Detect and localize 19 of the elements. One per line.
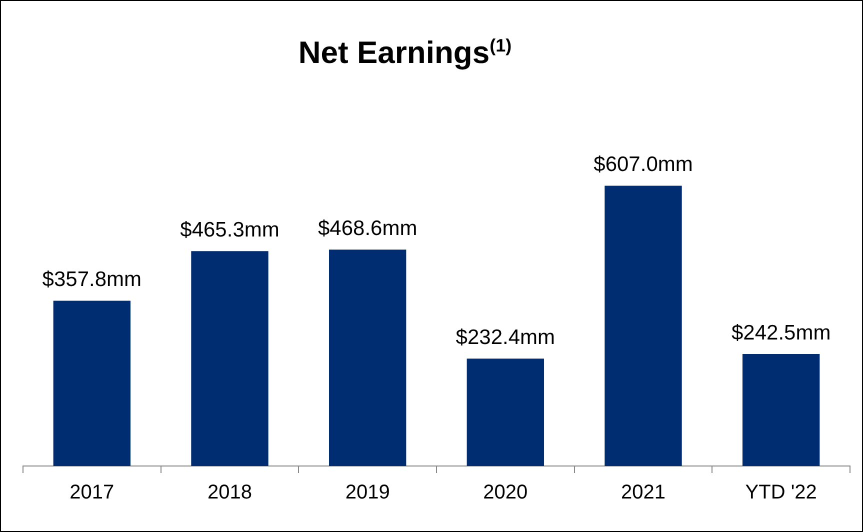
bar: [191, 251, 268, 466]
bar: [53, 300, 131, 466]
x-tick-label: 2019: [345, 482, 390, 504]
x-tick-label: YTD '22: [745, 482, 817, 504]
x-tick-label: 2017: [70, 482, 114, 504]
x-tick-label: 2020: [483, 482, 528, 504]
bar: [742, 354, 820, 466]
data-label: $607.0mm: [594, 152, 693, 176]
bar: [466, 358, 544, 466]
x-tick-label: 2021: [621, 482, 666, 504]
data-label: $465.3mm: [180, 218, 280, 242]
chart-title: Net Earnings$^{(1)}$: [297, 35, 513, 71]
data-label: $357.8mm: [42, 268, 142, 292]
data-label: $242.5mm: [731, 321, 831, 344]
x-tick-label: 2018: [208, 482, 252, 504]
bar: [328, 250, 406, 466]
bar: [604, 186, 682, 466]
data-label: $232.4mm: [456, 326, 556, 349]
data-label: $468.6mm: [318, 216, 418, 240]
